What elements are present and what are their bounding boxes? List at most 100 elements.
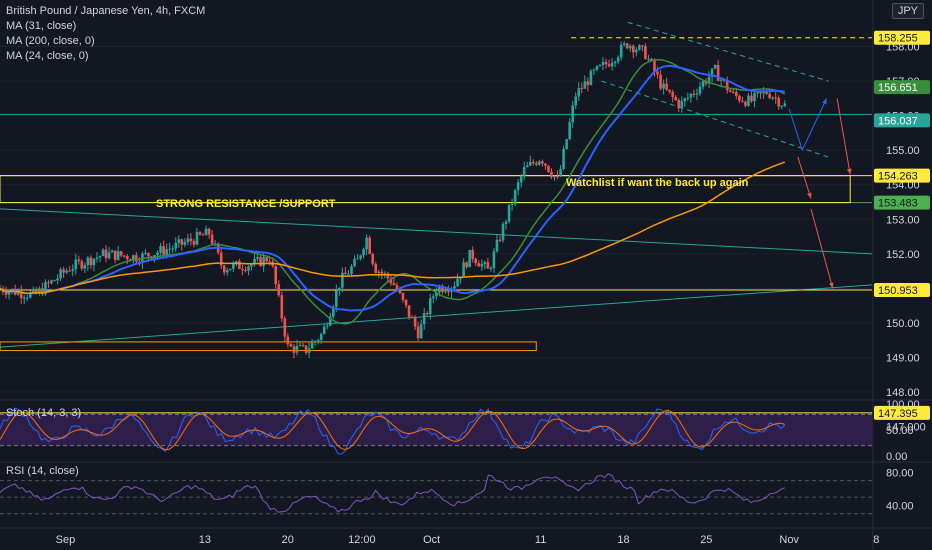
candle-body[interactable] — [671, 91, 674, 97]
candle-body[interactable] — [325, 325, 329, 327]
candle-body[interactable] — [501, 223, 505, 241]
candle-body[interactable] — [377, 271, 381, 273]
candle-body[interactable] — [41, 288, 44, 295]
candle-body[interactable] — [638, 45, 641, 50]
candle-body[interactable] — [719, 79, 723, 81]
candle-body[interactable] — [365, 237, 368, 250]
candle-body[interactable] — [159, 246, 162, 253]
candle-body[interactable] — [677, 100, 681, 109]
candle-body[interactable] — [186, 238, 190, 243]
candle-body[interactable] — [586, 81, 590, 86]
candle-body[interactable] — [659, 74, 662, 89]
candle-body[interactable] — [674, 96, 678, 101]
candle-body[interactable] — [301, 345, 305, 347]
candle-body[interactable] — [622, 43, 626, 45]
candle-body[interactable] — [98, 256, 102, 258]
candle-body[interactable] — [580, 88, 584, 90]
candle-body[interactable] — [653, 60, 656, 72]
candle-body[interactable] — [50, 280, 53, 284]
indicator-ma24[interactable]: MA (24, close, 0) — [6, 50, 89, 62]
candle-body[interactable] — [362, 249, 365, 256]
candle-body[interactable] — [171, 248, 175, 250]
candle-body[interactable] — [438, 286, 441, 293]
projection-down-arrow-3[interactable] — [810, 208, 834, 289]
candle-body[interactable] — [644, 46, 647, 59]
candle-body[interactable] — [395, 284, 399, 291]
candle-body[interactable] — [735, 92, 738, 96]
candle-body[interactable] — [725, 80, 729, 91]
candle-body[interactable] — [601, 62, 605, 66]
candle-body[interactable] — [316, 340, 320, 342]
candle-body[interactable] — [168, 248, 171, 250]
candle-body[interactable] — [104, 249, 108, 259]
candle-body[interactable] — [428, 298, 432, 315]
candle-body[interactable] — [180, 239, 184, 245]
candle-body[interactable] — [556, 176, 559, 178]
ascending-trend-line[interactable] — [0, 284, 873, 348]
candle-body[interactable] — [238, 261, 241, 270]
candle-body[interactable] — [119, 251, 123, 256]
projection-down-arrow-2[interactable] — [797, 156, 812, 199]
candle-body[interactable] — [741, 100, 744, 102]
candle-body[interactable] — [416, 326, 420, 339]
candle-body[interactable] — [689, 93, 693, 98]
candle-body[interactable] — [335, 290, 338, 307]
candle-body[interactable] — [744, 101, 747, 106]
candle-body[interactable] — [771, 97, 774, 99]
candle-body[interactable] — [607, 64, 611, 67]
descending-trend-line[interactable] — [0, 208, 873, 255]
candle-body[interactable] — [44, 282, 47, 295]
candle-body[interactable] — [62, 269, 65, 273]
candle-body[interactable] — [219, 252, 223, 266]
candle-body[interactable] — [259, 256, 262, 267]
candle-body[interactable] — [435, 292, 438, 297]
candle-body[interactable] — [125, 255, 129, 260]
candle-body[interactable] — [304, 345, 308, 353]
candle-body[interactable] — [295, 345, 299, 353]
candle-body[interactable] — [177, 239, 181, 243]
candle-body[interactable] — [165, 249, 168, 255]
candle-body[interactable] — [544, 163, 547, 166]
support-zone-box[interactable] — [0, 341, 537, 352]
candle-body[interactable] — [759, 92, 762, 94]
candle-body[interactable] — [577, 88, 581, 97]
candle-body[interactable] — [74, 259, 78, 270]
candle-body[interactable] — [404, 299, 408, 306]
candle-body[interactable] — [462, 262, 465, 277]
candle-body[interactable] — [753, 93, 756, 102]
candle-body[interactable] — [701, 81, 705, 87]
candle-body[interactable] — [707, 77, 711, 84]
candle-body[interactable] — [447, 291, 450, 293]
candle-body[interactable] — [680, 101, 684, 109]
candle-body[interactable] — [550, 171, 553, 178]
candle-body[interactable] — [419, 324, 423, 339]
indicator-ma31[interactable]: MA (31, close) — [6, 20, 77, 32]
candle-body[interactable] — [101, 249, 105, 257]
candle-body[interactable] — [713, 65, 717, 69]
candle-body[interactable] — [656, 71, 659, 75]
candle-body[interactable] — [380, 271, 384, 274]
candle-body[interactable] — [280, 295, 284, 319]
candle-body[interactable] — [538, 161, 541, 165]
candle-body[interactable] — [195, 232, 199, 245]
watchlist-zone-box[interactable] — [0, 175, 851, 204]
candle-body[interactable] — [750, 95, 753, 102]
candle-body[interactable] — [10, 288, 14, 292]
candle-body[interactable] — [4, 292, 8, 295]
candle-body[interactable] — [374, 263, 378, 273]
channel-lower-line[interactable] — [601, 80, 829, 158]
candle-body[interactable] — [762, 91, 765, 94]
candle-body[interactable] — [574, 96, 578, 106]
candle-body[interactable] — [516, 182, 520, 191]
candle-body[interactable] — [559, 168, 562, 177]
candle-body[interactable] — [401, 293, 405, 300]
candle-body[interactable] — [277, 284, 281, 296]
candle-body[interactable] — [628, 45, 632, 49]
candle-body[interactable] — [189, 238, 193, 242]
candle-body[interactable] — [25, 297, 29, 299]
candle-body[interactable] — [86, 257, 90, 266]
candle-body[interactable] — [328, 316, 332, 326]
candle-body[interactable] — [641, 45, 644, 47]
candle-body[interactable] — [265, 257, 268, 262]
